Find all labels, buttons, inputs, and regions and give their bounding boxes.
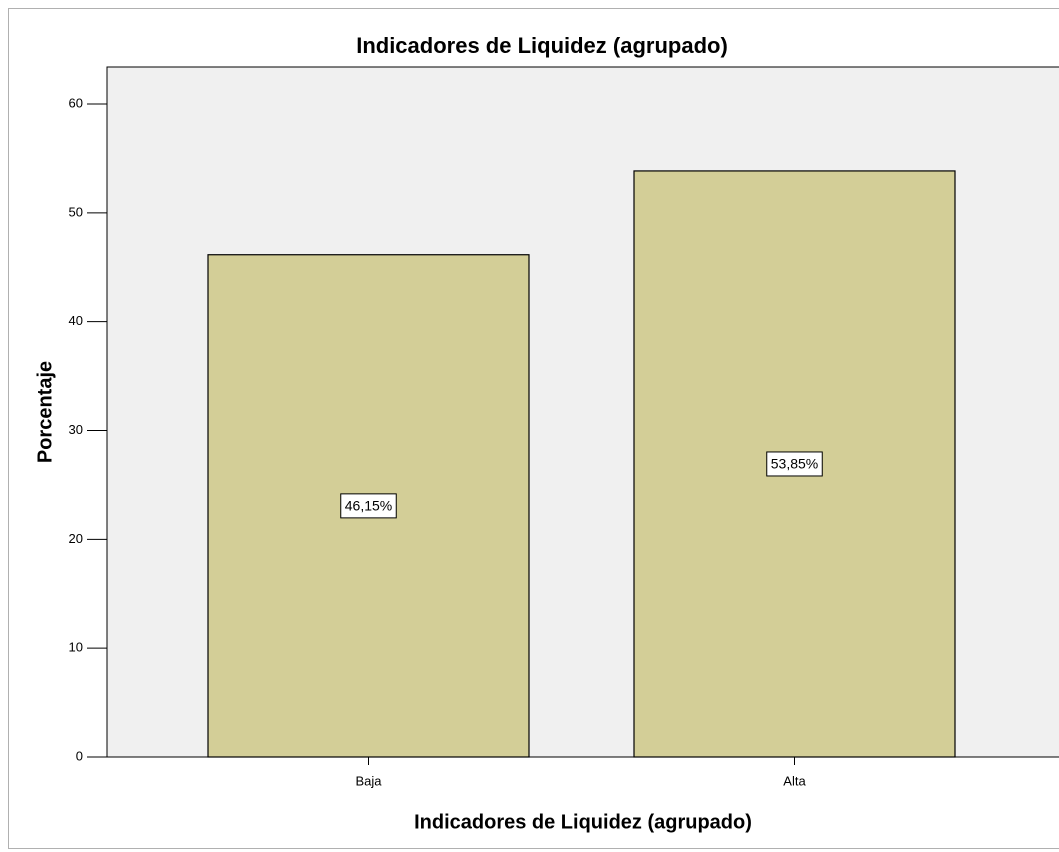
y-tick-label: 0 [76,748,83,763]
value-label-box [340,493,397,519]
y-tick-label: 10 [69,640,83,655]
x-axis-title: Indicadores de Liquidez (agrupado) [414,811,752,833]
chart-title: Indicadores de Liquidez (agrupado) [356,33,728,58]
y-tick-label: 60 [69,95,83,110]
y-tick-label: 40 [69,313,83,328]
y-tick-label: 20 [69,531,83,546]
x-tick-label: Alta [783,773,806,788]
value-label-box [766,451,823,477]
y-tick-label: 30 [69,422,83,437]
y-tick-label: 50 [69,204,83,219]
x-tick-label: Baja [355,773,382,788]
value-label: 46,15% [345,498,392,514]
y-axis-title: Porcentaje [34,361,56,463]
value-label: 53,85% [771,456,818,472]
